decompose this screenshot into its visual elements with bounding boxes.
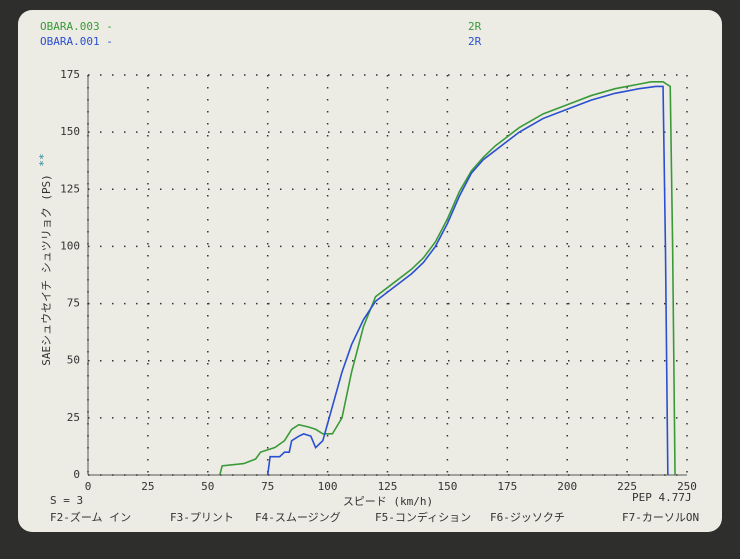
pep-label: PEP 4.77J [632,491,692,504]
x-tick-label: 100 [318,480,338,493]
x-tick-label: 175 [497,480,517,493]
x-tick-label: 25 [141,480,154,493]
x-tick-label: 75 [261,480,274,493]
x-tick-label: 200 [557,480,577,493]
series-line [266,85,669,476]
y-tick-label: 0 [73,468,80,481]
legend-label: 2R [468,35,482,48]
y-tick-label: 75 [67,297,80,310]
function-key: F6-ジッソクチ [490,511,565,524]
x-tick-label: 250 [677,480,697,493]
function-key: F5-コンディション [375,510,471,524]
x-tick-label: 125 [378,480,398,493]
series-line [219,81,676,476]
s-label: S = 3 [50,494,83,507]
x-tick-label: 50 [201,480,214,493]
legend-name: OBARA.003 - [40,20,113,33]
y-tick-label: 50 [67,354,80,367]
legend-label: 2R [468,20,482,33]
y-marker: ** [37,153,50,166]
x-tick-label: 0 [85,480,92,493]
y-tick-label: 175 [60,68,80,81]
y-tick-label: 125 [60,182,80,195]
display [18,10,722,532]
function-key: F7-カーソルON [622,511,699,524]
function-key: F3-プリント [170,511,234,524]
legend-name: OBARA.001 - [40,35,113,48]
x-tick-label: 150 [437,480,457,493]
y-tick-label: 100 [60,239,80,252]
x-axis-label: スピード (km/h) [343,495,433,508]
y-tick-label: 25 [67,411,80,424]
y-tick-label: 150 [60,125,80,138]
y-axis-label: SAEシュウセイチ シュツリョク (PS) [40,174,53,366]
function-key: F2-ズーム イン [50,510,131,524]
x-tick-label: 225 [617,480,637,493]
function-key: F4-スムージング [255,510,341,524]
